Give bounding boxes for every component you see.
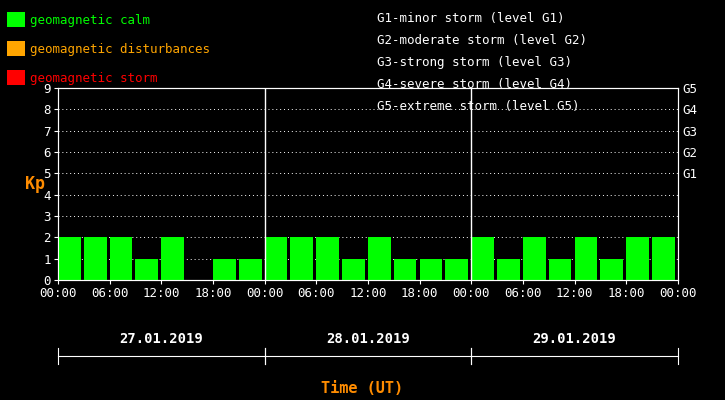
Bar (549, 259, 571, 280)
Text: 28.01.2019: 28.01.2019 (326, 332, 410, 346)
Bar (471, 237, 494, 280)
Text: geomagnetic calm: geomagnetic calm (30, 14, 151, 27)
Bar (161, 237, 184, 280)
Text: 27.01.2019: 27.01.2019 (120, 332, 203, 346)
Bar (84, 237, 107, 280)
Text: Time (UT): Time (UT) (321, 381, 404, 396)
Bar (316, 237, 339, 280)
Bar (239, 259, 262, 280)
Bar (368, 237, 391, 280)
Bar (420, 259, 442, 280)
Text: G2-moderate storm (level G2): G2-moderate storm (level G2) (377, 34, 587, 47)
Bar (394, 259, 416, 280)
Bar (109, 237, 133, 280)
Bar (445, 259, 468, 280)
Bar (523, 237, 546, 280)
Text: G3-strong storm (level G3): G3-strong storm (level G3) (377, 56, 572, 69)
Bar (265, 237, 287, 280)
Bar (213, 259, 236, 280)
Text: geomagnetic disturbances: geomagnetic disturbances (30, 43, 210, 56)
Text: G5-extreme storm (level G5): G5-extreme storm (level G5) (377, 100, 579, 113)
Text: G4-severe storm (level G4): G4-severe storm (level G4) (377, 78, 572, 91)
Text: G1-minor storm (level G1): G1-minor storm (level G1) (377, 12, 565, 25)
Text: geomagnetic storm: geomagnetic storm (30, 72, 158, 85)
Bar (136, 259, 158, 280)
Bar (600, 259, 623, 280)
Bar (291, 237, 313, 280)
Bar (574, 237, 597, 280)
Bar (652, 237, 675, 280)
Text: 29.01.2019: 29.01.2019 (533, 332, 616, 346)
Bar (58, 237, 80, 280)
Bar (342, 259, 365, 280)
Bar (626, 237, 649, 280)
Bar (497, 259, 520, 280)
Y-axis label: Kp: Kp (25, 175, 45, 193)
